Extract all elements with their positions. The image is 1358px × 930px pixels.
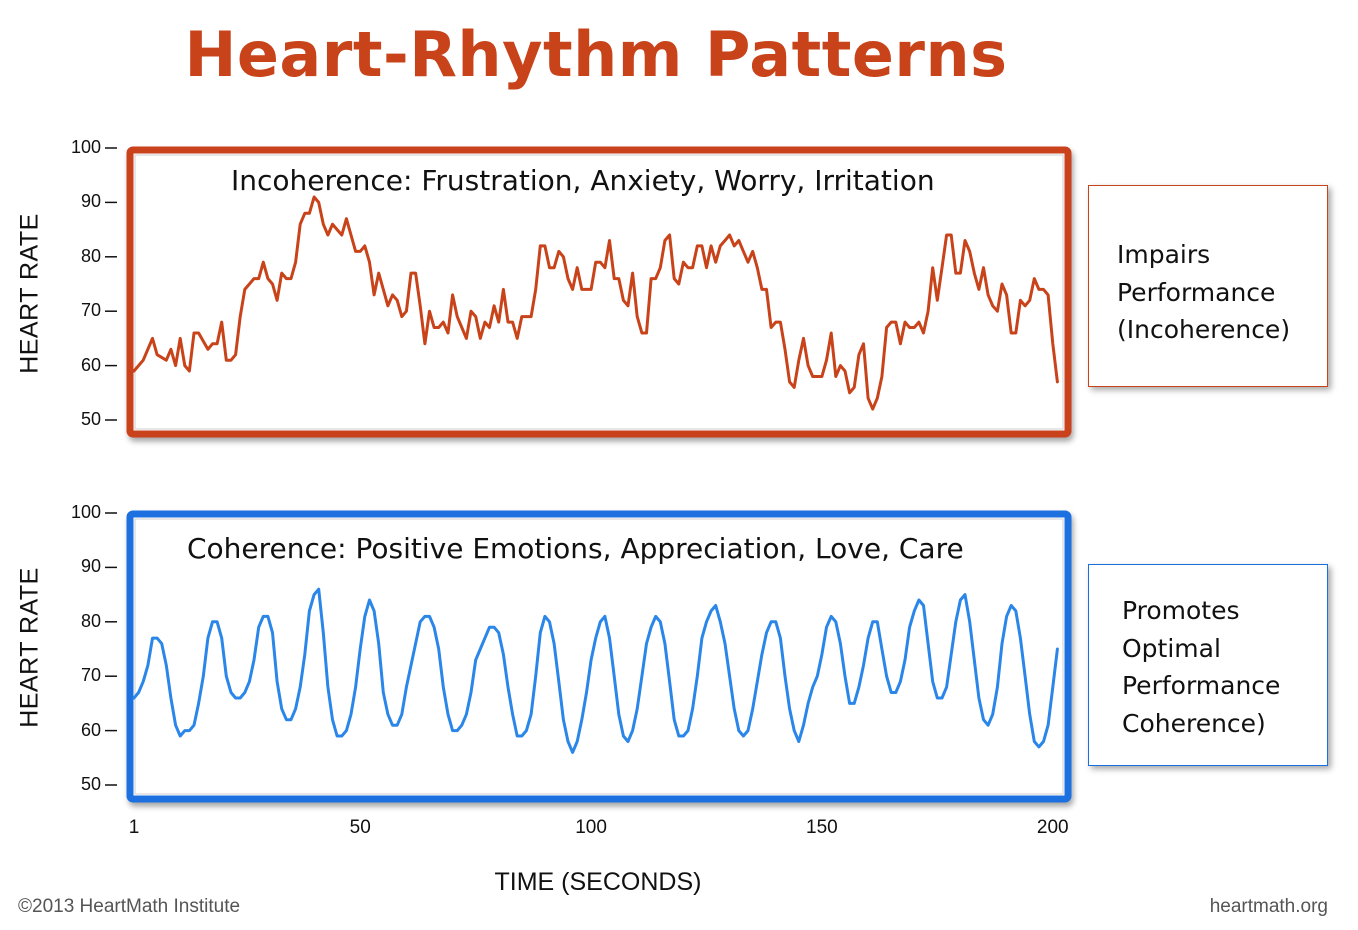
x-tick-label: 50	[349, 817, 371, 838]
x-axis-label: TIME (SECONDS)	[494, 868, 702, 896]
y-tick-label: 90	[80, 556, 101, 577]
x-tick-label: 200	[1036, 817, 1069, 838]
y-tick-label: 60	[80, 354, 101, 375]
x-tick-label: 150	[806, 817, 838, 838]
coherence-panel	[105, 510, 1072, 803]
performance-line: Performance	[1117, 277, 1276, 307]
y-tick-label: 80	[80, 610, 101, 631]
site-url: heartmath.org	[1209, 896, 1328, 917]
performance-line: Performance	[1122, 671, 1281, 700]
coherence-series-line	[132, 587, 1059, 754]
y-tick-label: 100	[70, 137, 101, 157]
y-tick-label: 50	[80, 409, 101, 429]
incoherence-plot-area	[134, 154, 1064, 430]
x-tick-label: 100	[575, 817, 607, 838]
coherence-line: Coherence)	[1122, 708, 1266, 738]
copyright-text: ©2013 HeartMath Institute	[18, 896, 241, 917]
optimal-line: Optimal	[1122, 633, 1221, 663]
impairs-line: Impairs	[1117, 240, 1211, 269]
y-tick-label: 100	[70, 502, 101, 522]
y-tick-label: 80	[80, 245, 101, 266]
coherence-plot-area	[134, 518, 1064, 795]
coherence-y-axis-label: HEART RATE	[15, 567, 44, 728]
incoherence-line: (Incoherence)	[1117, 315, 1291, 344]
promotes-line: Promotes	[1122, 596, 1240, 625]
incoherence-series-line	[132, 195, 1059, 411]
impairs-performance-box: Impairs Performance (Incoherence)	[1088, 185, 1328, 387]
page-title: Heart-Rhythm Patterns	[184, 18, 1008, 91]
promotes-performance-box: Promotes Optimal Performance Coherence)	[1088, 564, 1328, 766]
y-tick-label: 90	[80, 191, 101, 212]
x-tick-label: 1	[128, 817, 140, 838]
incoherence-chart-title: Incoherence: Frustration, Anxiety, Worry…	[231, 164, 935, 197]
y-tick-label: 70	[80, 665, 101, 686]
y-tick-label: 70	[80, 300, 101, 321]
y-tick-label: 60	[80, 719, 101, 740]
incoherence-y-axis-label: HEART RATE	[15, 213, 44, 374]
coherence-chart-title: Coherence: Positive Emotions, Appreciati…	[187, 532, 964, 565]
y-tick-label: 50	[80, 774, 101, 794]
incoherence-panel	[105, 146, 1072, 438]
